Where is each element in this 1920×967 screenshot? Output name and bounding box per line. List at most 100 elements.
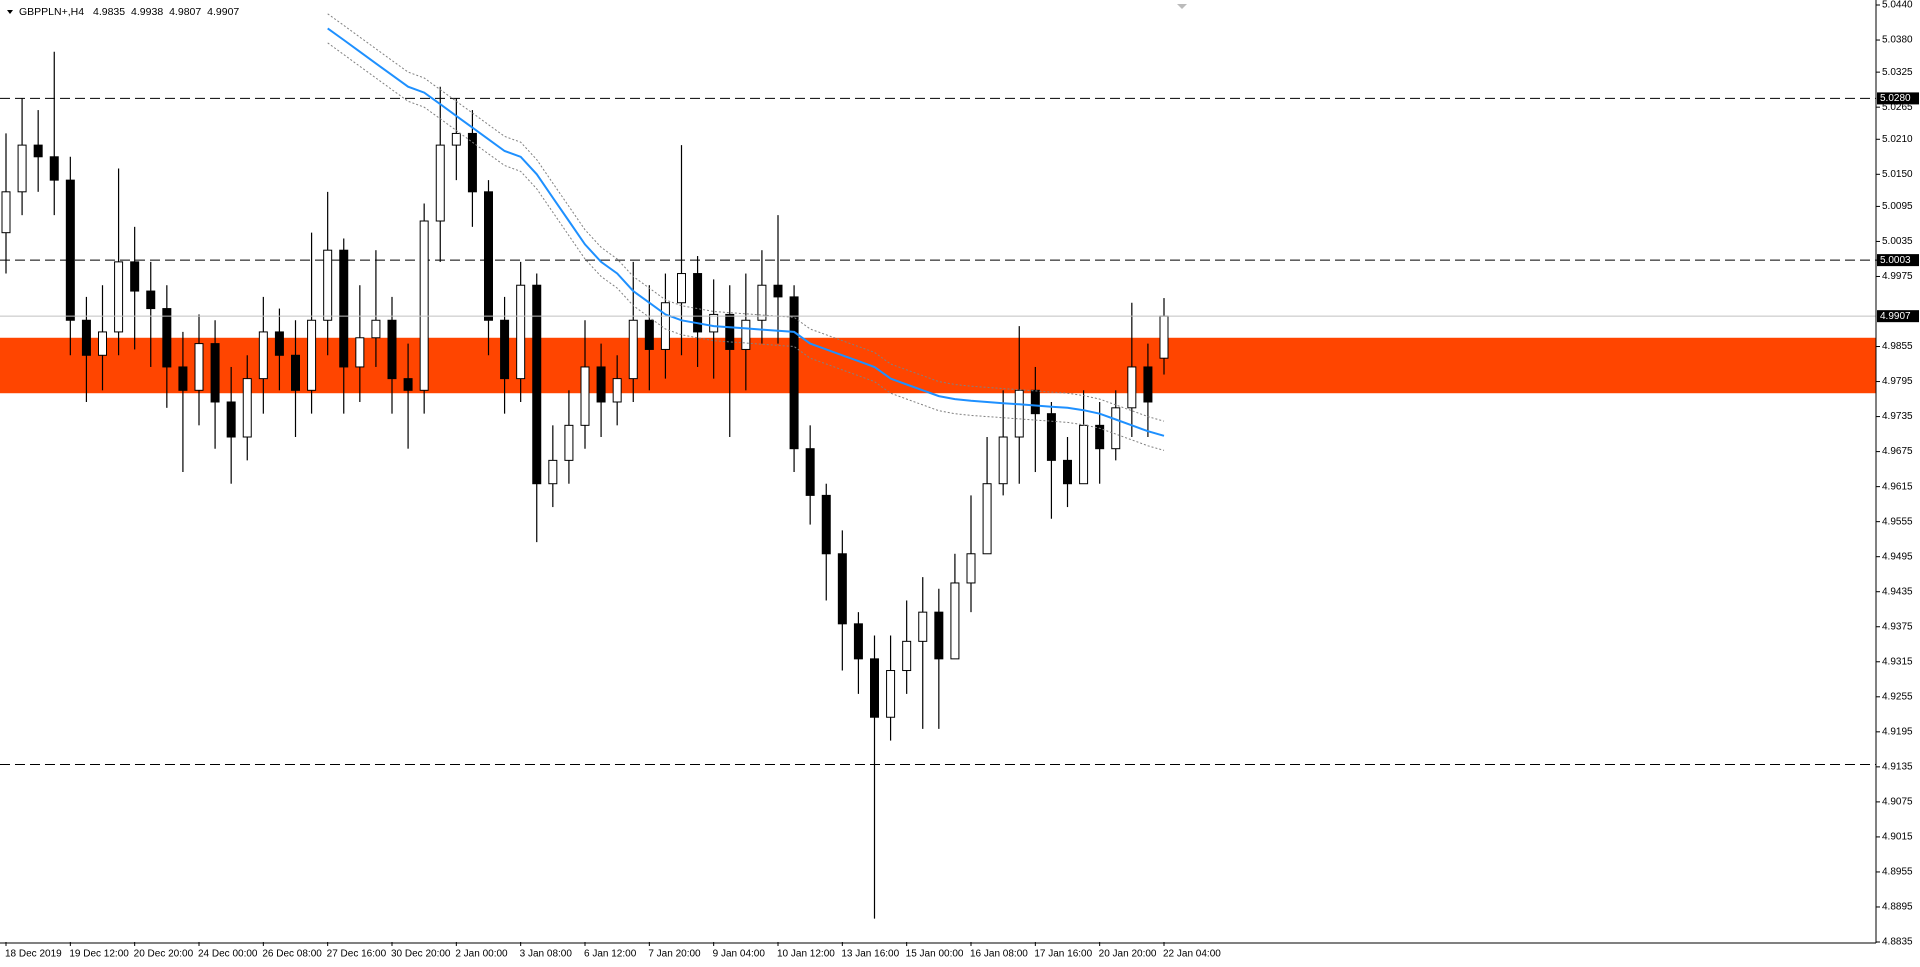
candle-body bbox=[628, 319, 638, 380]
y-tick-label: 4.8835 bbox=[1882, 937, 1913, 948]
candle-body bbox=[403, 378, 413, 391]
y-tick-label: 5.0095 bbox=[1882, 201, 1913, 212]
last-low: 4.9807 bbox=[169, 6, 201, 18]
candle-body bbox=[596, 366, 606, 403]
candle-body bbox=[130, 261, 140, 292]
level-label: 5.0003 bbox=[1880, 255, 1911, 266]
y-tick-label: 4.9255 bbox=[1882, 691, 1913, 702]
y-tick-label: 4.9195 bbox=[1882, 726, 1913, 737]
x-tick-label: 15 Jan 00:00 bbox=[906, 949, 964, 960]
shift-marker bbox=[1177, 4, 1187, 9]
candle-body bbox=[17, 144, 27, 193]
candle-body bbox=[1111, 407, 1121, 450]
candle-body bbox=[194, 343, 204, 391]
candle-body bbox=[998, 436, 1008, 485]
y-tick-label: 4.9075 bbox=[1882, 797, 1913, 808]
candle-body bbox=[146, 290, 156, 310]
candle-body bbox=[242, 378, 252, 438]
level-label-box bbox=[1877, 92, 1919, 105]
candle-body bbox=[49, 156, 59, 181]
candle-body bbox=[339, 249, 349, 368]
candle-body bbox=[419, 220, 429, 391]
candle-body bbox=[114, 261, 124, 333]
x-tick-label: 2 Jan 00:00 bbox=[455, 949, 508, 960]
symbol: GBPPLN+,H4 bbox=[19, 6, 84, 18]
candle-body bbox=[291, 354, 300, 391]
x-tick-label: 13 Jan 16:00 bbox=[841, 949, 899, 960]
y-tick-label: 4.9435 bbox=[1882, 586, 1913, 597]
y-tick-label: 4.9495 bbox=[1882, 551, 1913, 562]
x-tick-label: 19 Dec 12:00 bbox=[69, 949, 129, 960]
candle-body bbox=[612, 378, 622, 403]
candle-body bbox=[982, 483, 992, 555]
x-tick-label: 30 Dec 20:00 bbox=[391, 949, 451, 960]
level-label-box bbox=[1877, 254, 1919, 267]
y-tick-label: 5.0380 bbox=[1882, 35, 1913, 46]
candle-body bbox=[162, 308, 172, 368]
y-tick-label: 4.9015 bbox=[1882, 832, 1913, 843]
candle-body bbox=[1046, 413, 1056, 461]
candle-body bbox=[805, 448, 815, 496]
candle-body bbox=[1030, 389, 1040, 415]
candle-body bbox=[886, 670, 896, 718]
x-tick-label: 17 Jan 16:00 bbox=[1034, 949, 1092, 960]
candle-body bbox=[741, 319, 751, 350]
candle-body bbox=[467, 132, 477, 193]
candle-body bbox=[853, 623, 863, 660]
x-tick-label: 20 Jan 20:00 bbox=[1099, 949, 1157, 960]
x-tick-label: 3 Jan 08:00 bbox=[520, 949, 573, 960]
x-tick-label: 10 Jan 12:00 bbox=[777, 949, 835, 960]
candle-body bbox=[33, 144, 43, 158]
y-tick-label: 4.9315 bbox=[1882, 656, 1913, 667]
candle-body bbox=[789, 296, 799, 450]
x-tick-label: 24 Dec 00:00 bbox=[198, 949, 258, 960]
candle-body bbox=[355, 337, 365, 368]
x-tick-label: 20 Dec 20:00 bbox=[134, 949, 194, 960]
candle-body bbox=[564, 424, 574, 461]
x-tick-label: 9 Jan 04:00 bbox=[713, 949, 766, 960]
y-tick-label: 4.9855 bbox=[1882, 341, 1913, 352]
y-tick-label: 5.0035 bbox=[1882, 236, 1913, 247]
x-tick-label: 16 Jan 08:00 bbox=[970, 949, 1028, 960]
candle-body bbox=[1127, 366, 1137, 409]
candle-body bbox=[451, 132, 461, 146]
last-open: 4.9835 bbox=[93, 6, 125, 18]
candle-body bbox=[580, 366, 590, 426]
candle-body bbox=[65, 179, 75, 321]
candle-body bbox=[934, 611, 944, 660]
x-tick-label: 7 Jan 20:00 bbox=[648, 949, 701, 960]
candle-body bbox=[258, 331, 268, 380]
candle-body bbox=[693, 273, 703, 333]
candle-body bbox=[1079, 424, 1089, 485]
candle-body bbox=[548, 459, 558, 485]
y-tick-label: 5.0325 bbox=[1882, 67, 1913, 78]
candle-body bbox=[709, 313, 719, 333]
candle-body bbox=[918, 611, 928, 642]
candle-body bbox=[1143, 366, 1153, 403]
y-tick-label: 4.9555 bbox=[1882, 516, 1913, 527]
y-tick-label: 4.9735 bbox=[1882, 411, 1913, 422]
candle-body bbox=[98, 331, 107, 356]
y-tick-label: 4.9615 bbox=[1882, 481, 1913, 492]
y-tick-label: 4.9975 bbox=[1882, 271, 1913, 282]
candle-body bbox=[677, 273, 686, 304]
candle-body bbox=[1095, 424, 1105, 450]
y-tick-label: 4.9795 bbox=[1882, 376, 1913, 387]
candle-body bbox=[516, 284, 526, 380]
candle-body bbox=[902, 640, 912, 672]
envelope-line bbox=[327, 42, 1165, 451]
candle-body bbox=[837, 553, 847, 625]
candle-body bbox=[178, 366, 188, 391]
moving-average bbox=[327, 27, 1165, 437]
x-tick-label: 26 Dec 08:00 bbox=[262, 949, 322, 960]
candle-body bbox=[644, 319, 654, 350]
candle-body bbox=[323, 249, 333, 321]
y-tick-label: 4.9375 bbox=[1882, 621, 1913, 632]
y-tick-label: 5.0210 bbox=[1882, 134, 1913, 145]
y-tick-label: 4.9135 bbox=[1882, 762, 1913, 773]
y-tick-label: 5.0440 bbox=[1882, 0, 1913, 11]
candle-body bbox=[966, 553, 976, 584]
candle-body bbox=[435, 144, 445, 222]
